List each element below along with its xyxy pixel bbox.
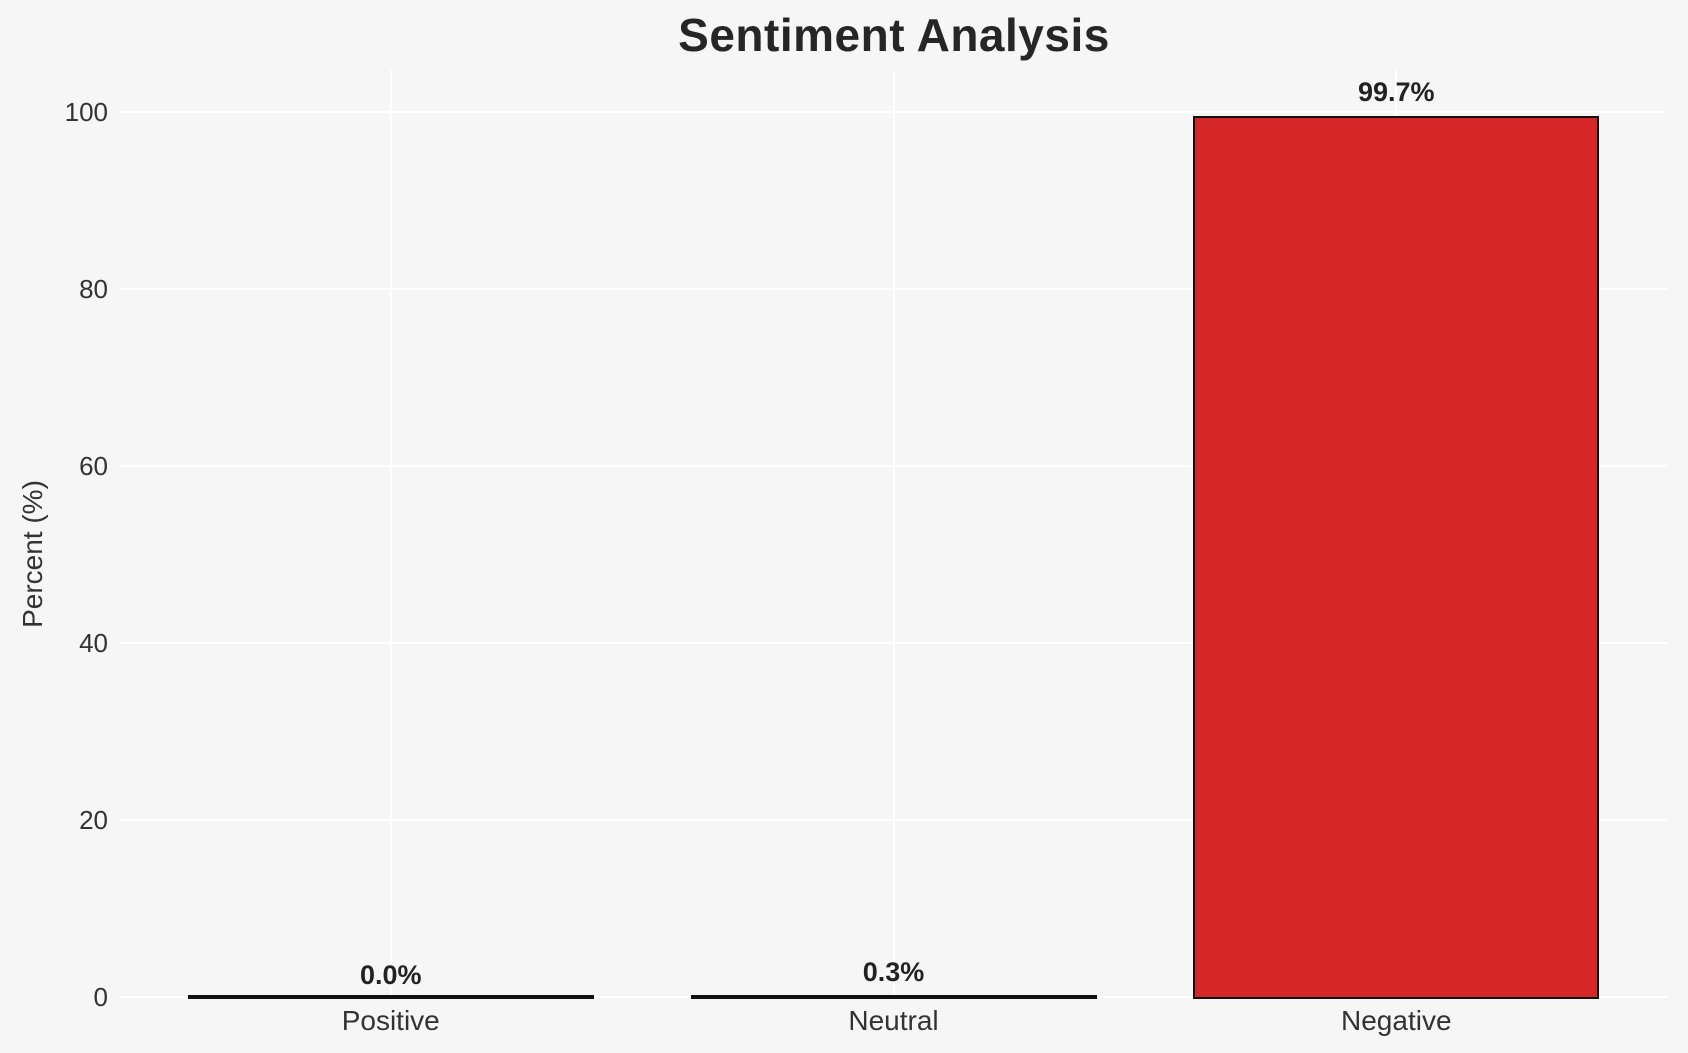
y-tick-label-40: 40 <box>79 627 108 658</box>
y-tick-label-80: 80 <box>79 273 108 304</box>
y-tick-label-20: 20 <box>79 804 108 835</box>
gridline-x-positive <box>389 70 392 997</box>
y-axis-label: Percent (%) <box>17 480 48 628</box>
gridline-x-neutral <box>892 70 895 997</box>
bar-positive <box>187 995 594 999</box>
x-tick-label-negative: Negative <box>1341 1005 1452 1036</box>
bar-negative <box>1193 116 1600 999</box>
value-label-neutral: 0.3% <box>862 957 925 988</box>
x-tick-label-positive: Positive <box>341 1005 440 1036</box>
y-tick-label-0: 0 <box>93 982 108 1012</box>
plot-area: 0.0% 0.3% 99.7% <box>120 70 1667 999</box>
chart-title: Sentiment Analysis <box>678 9 1110 61</box>
y-tick-label-60: 60 <box>79 450 108 481</box>
value-label-negative: 99.7% <box>1357 77 1435 108</box>
y-tick-label-100: 100 <box>64 96 108 127</box>
value-label-positive: 0.0% <box>359 960 422 990</box>
x-tick-label-neutral: Neutral <box>848 1005 939 1036</box>
bar-neutral <box>690 995 1097 999</box>
